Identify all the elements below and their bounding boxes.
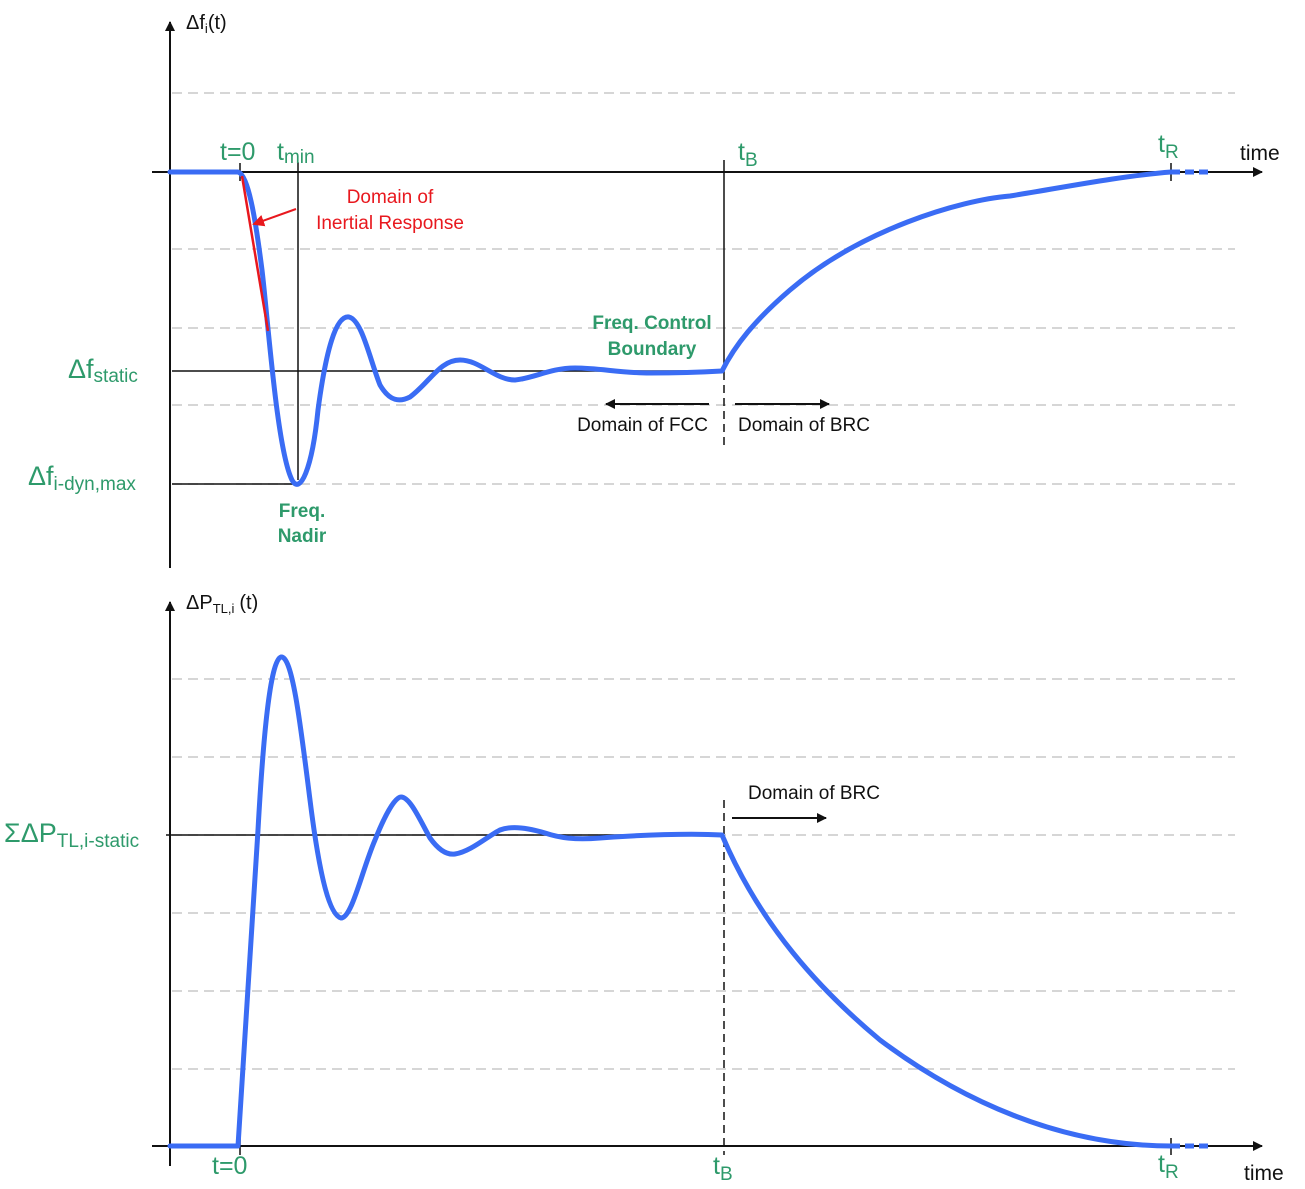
tR-label: tR (1158, 130, 1179, 163)
inertial-response-pointer-arrow (252, 208, 297, 227)
static-deviation-label: Δfstatic (68, 354, 138, 387)
inertial-response-label-line2: Inertial Response (316, 213, 464, 234)
bottom-t0-label: t=0 (212, 1152, 247, 1180)
bottom-tB-label: tB (713, 1152, 733, 1184)
bottom-tR-label: tR (1158, 1150, 1179, 1183)
bottom-gridlines (172, 678, 1235, 1070)
bottom-panel: ΔPTL,i (t) time t=0 tB tR ΣΔPTL,i-static … (4, 592, 1284, 1185)
tB-label: tB (738, 138, 758, 171)
top-gridlines (172, 92, 1235, 485)
t0-label: t=0 (220, 138, 255, 166)
tmin-label: tmin (277, 138, 315, 168)
nadir-label-line1: Freq. (279, 501, 325, 522)
power-response-curve (167, 654, 1174, 1149)
top-x-axis-label: time (1240, 142, 1280, 165)
bottom-x-axis-label: time (1244, 1162, 1284, 1184)
top-y-axis-label: Δfi(t) (186, 12, 227, 36)
max-dynamic-deviation-label: Δfi-dyn,max (28, 461, 136, 495)
inertial-response-tangent (240, 175, 270, 332)
control-boundary-label-line2: Boundary (608, 339, 697, 360)
bottom-y-axis-label: ΔPTL,i (t) (186, 592, 258, 616)
domain-brc-label-bottom: Domain of BRC (748, 783, 880, 804)
domain-fcc-label: Domain of FCC (577, 415, 708, 436)
nadir-label-line2: Nadir (278, 526, 327, 547)
domain-brc-label-top: Domain of BRC (738, 415, 870, 436)
power-static-label: ΣΔPTL,i-static (4, 818, 139, 852)
control-boundary-label-line1: Freq. Control (592, 313, 711, 334)
inertial-response-label-line1: Domain of (347, 187, 434, 208)
frequency-response-curve (167, 169, 1174, 487)
top-panel: Δfi(t) time t=0 tmin tB tR Domain of Ine… (28, 12, 1280, 568)
